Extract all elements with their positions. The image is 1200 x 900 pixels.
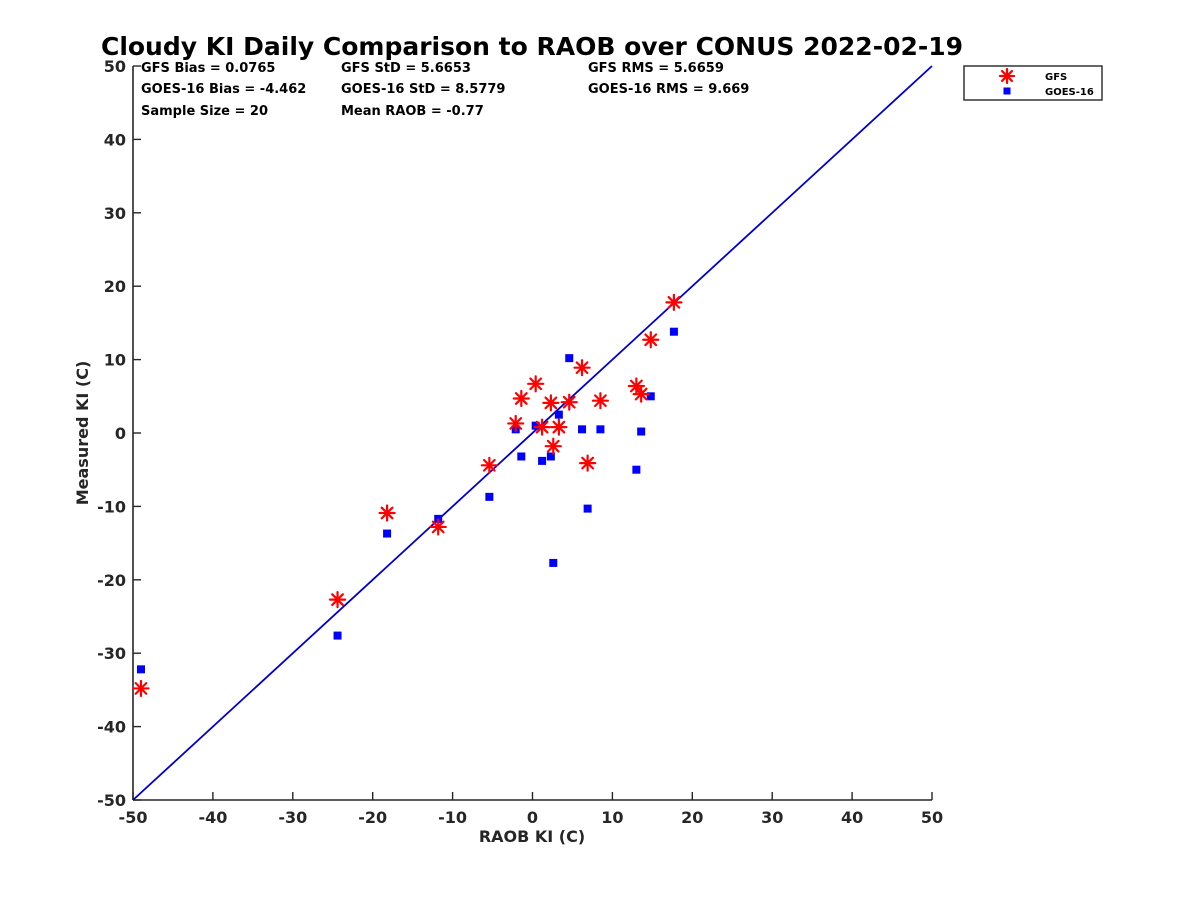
y-tick-label: -20 [97,571,126,590]
gfs-point [328,591,347,609]
goes-16-point [646,392,655,401]
x-tick-label: 10 [601,808,623,827]
legend-box [963,65,1103,101]
gfs-point [573,359,591,377]
stat-text: Mean RAOB = -0.77 [341,104,484,119]
stat-text: GOES-16 StD = 8.5779 [341,82,505,97]
goes-16-point [538,456,547,465]
x-tick-label: 50 [921,808,943,827]
gfs-point [665,293,683,311]
gfs-point [378,504,396,522]
gfs-point [550,418,568,436]
y-tick-label: 20 [104,277,126,296]
x-tick-label: 30 [761,808,783,827]
goes-16-point [549,558,558,567]
gfs-point [429,518,447,536]
gfs-point [542,394,560,412]
y-tick-label: -30 [97,644,126,663]
stat-text: GFS RMS = 5.6659 [588,61,724,76]
stat-text: GOES-16 Bias = -4.462 [141,82,306,97]
x-tick-label: 20 [681,808,703,827]
legend-goes-16-marker [1003,87,1011,95]
y-tick-label: 0 [115,424,126,443]
y-tick-label: -10 [97,497,126,516]
y-axis-label: Measured KI (C) [73,361,92,506]
goes-16-point [632,465,641,474]
legend-gfs-label: GFS [1045,72,1067,83]
goes-16-point [383,529,392,538]
gfs-point [480,456,498,474]
goes-16-point [136,665,145,674]
y-tick-label: 40 [104,130,126,149]
gfs-point [544,437,562,455]
gfs-point [132,679,150,698]
gfs-point [512,389,530,408]
x-tick-label: -30 [278,808,307,827]
goes-16-point [531,421,540,430]
stat-text: GOES-16 RMS = 9.669 [588,82,749,97]
x-tick-label: -10 [438,808,467,827]
y-tick-label: -40 [97,718,126,737]
points-layer [132,293,683,698]
ticks: -50 -40 -30 -20 -10 0 10 20 30 40 50 50 40 30 20 10 0 -10… [97,57,943,827]
goes-16-point [554,410,563,419]
x-axis-label: RAOB KI (C) [479,827,585,846]
x-tick-label: 40 [841,808,863,827]
goes-16-point [637,427,646,436]
goes-16-point [583,504,592,513]
one-to-one-line [132,65,933,801]
stat-text: GFS StD = 5.6653 [341,61,471,76]
legend-items: GFS GOES-16 [998,67,1094,98]
gfs-point [642,331,660,349]
gfs-point [507,414,525,433]
legend-gfs-marker [998,67,1016,85]
stat-text: GFS Bias = 0.0765 [141,61,275,76]
x-tick-label: -20 [358,808,387,827]
x-tick-label: -40 [198,808,227,827]
gfs-point [632,385,650,403]
gfs-point [560,393,578,411]
y-tick-label: 30 [104,204,126,223]
goes-16-point [669,327,678,336]
x-tick-label: -50 [119,808,148,827]
goes-16-point [565,354,574,363]
reference-line-layer [132,65,933,801]
gfs-point [533,418,551,436]
stats-block: GFS Bias = 0.0765 GFS StD = 5.6653 GFS RMS… [141,61,749,119]
legend-goes-16-label: GOES-16 [1045,87,1094,98]
y-tick-label: 10 [104,351,126,370]
x-tick-label: 0 [527,808,538,827]
goes-16-point [546,452,555,461]
goes-16-point [578,425,587,434]
legend: GFS GOES-16 [963,65,1103,101]
goes-16-point [517,452,526,461]
goes-16-point [596,425,605,434]
stat-text: Sample Size = 20 [141,104,268,119]
goes-16-point [333,631,342,640]
chart-title: Cloudy KI Daily Comparison to RAOB over … [101,32,963,61]
goes-16-point [485,492,494,501]
gfs-point [579,454,597,472]
gfs-point [527,375,545,393]
y-tick-label: 50 [104,57,126,76]
gfs-point [591,392,610,410]
y-tick-label: -50 [97,791,126,810]
